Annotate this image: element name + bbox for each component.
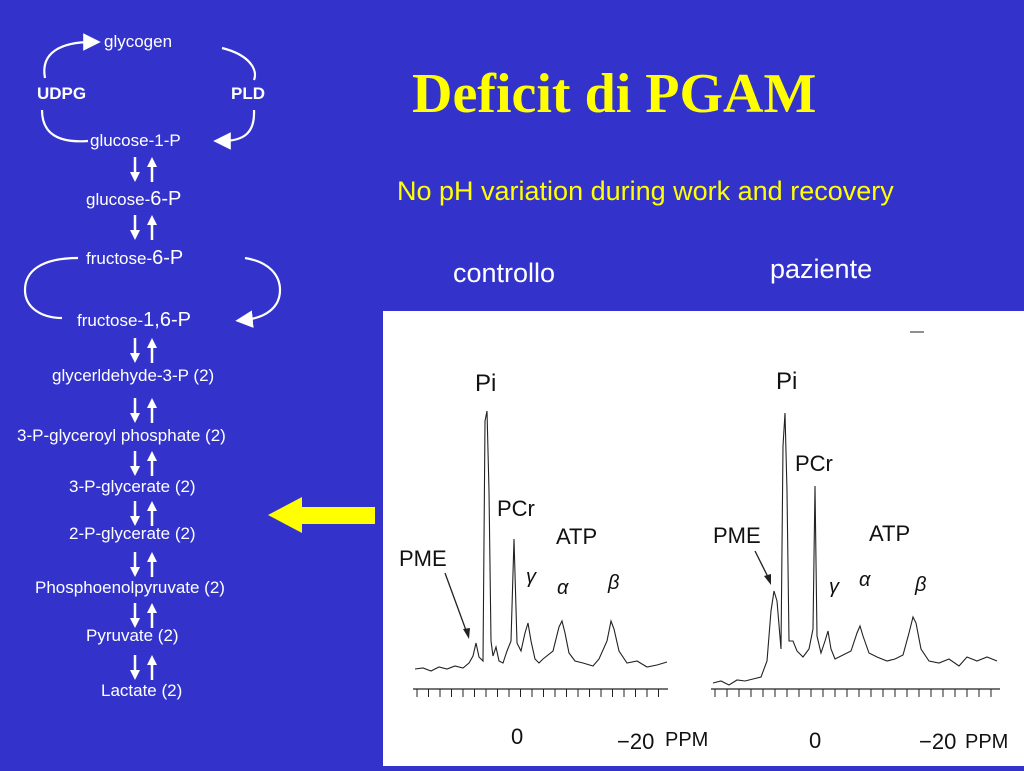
patient-pme-pointer (754, 550, 770, 580)
control-pme-label: PME (399, 546, 447, 571)
reversible-arrow-pair (130, 603, 157, 628)
control-minus20-label: −20 (617, 729, 654, 754)
slide-title: Deficit di PGAM (412, 63, 817, 125)
fructose-cycle-arrows (23, 256, 282, 328)
reversible-arrow-pair (130, 338, 157, 363)
control-pi-label: Pi (475, 370, 496, 397)
patient-pme-label: PME (713, 523, 761, 548)
pathway-step: 3-P-glyceroyl phosphate (2) (17, 426, 226, 445)
reversible-arrow-pair (130, 451, 157, 476)
control-beta-label: β (607, 572, 619, 594)
reversible-arrow-pair (130, 552, 157, 577)
patient-beta-label: β (914, 574, 926, 596)
nmr-spectra: Pi PCr ATP PME γ α β 0 −20 PPM Pi PCr AT… (383, 311, 1024, 766)
reaction-arrows (130, 157, 157, 680)
control-atp-label: ATP (556, 524, 597, 549)
pathway-step: glycerldehyde-3-P (2) (52, 366, 215, 385)
control-ppm-label: PPM (665, 729, 708, 751)
patient-minus20-label: −20 (919, 729, 956, 754)
patient-alpha-label: α (859, 569, 871, 591)
pointer-arrow (268, 497, 375, 533)
glycogen-label: glycogen (104, 32, 173, 51)
control-pme-arrowhead (463, 628, 470, 639)
glucose-1-p-label: glucose-1-P (90, 131, 181, 150)
patient-label: paziente (770, 254, 873, 284)
reversible-arrow-pair (130, 215, 157, 240)
control-zero-label: 0 (511, 724, 523, 749)
spectra-panel: Pi PCr ATP PME γ α β 0 −20 PPM Pi PCr AT… (383, 311, 1024, 766)
pathway-step: 3-P-glycerate (2) (69, 477, 196, 496)
pathway-step: Pyruvate (2) (86, 626, 179, 645)
control-pcr-label: PCr (497, 496, 535, 521)
glucose-6-p-label: glucose-6-P (86, 188, 182, 210)
control-alpha-label: α (557, 577, 569, 599)
control-pme-pointer (444, 572, 468, 634)
glycogen-cycle-arrows (40, 33, 257, 150)
patient-gamma-label: γ (829, 576, 840, 598)
patient-pcr-label: PCr (795, 451, 833, 476)
patient-ppm-label: PPM (965, 731, 1008, 753)
control-label: controllo (453, 258, 556, 288)
pathway-step: Lactate (2) (101, 681, 183, 700)
reversible-arrow-pair (130, 501, 157, 526)
patient-pme-arrowhead (764, 574, 771, 585)
udpg-label: UDPG (37, 84, 87, 103)
patient-spectrum-trace (712, 412, 998, 686)
pathway-arrows (23, 33, 375, 533)
reversible-arrow-pair (130, 157, 157, 182)
patient-pi-label: Pi (776, 368, 797, 395)
fructose-6-p-label: fructose-6-P (86, 247, 184, 269)
control-gamma-label: γ (526, 566, 537, 588)
pld-label: PLD (231, 84, 265, 103)
patient-atp-label: ATP (869, 521, 910, 546)
reversible-arrow-pair (130, 398, 157, 423)
fructose-1-6-p-label: fructose-1,6-P (77, 309, 191, 331)
slide-subtitle: No pH variation during work and recovery (397, 176, 894, 206)
control-spectrum-trace (414, 410, 668, 672)
reversible-arrow-pair (130, 655, 157, 680)
pathway-step: 2-P-glycerate (2) (69, 524, 196, 543)
patient-zero-label: 0 (809, 728, 821, 753)
pathway-step: Phosphoenolpyruvate (2) (35, 578, 225, 597)
